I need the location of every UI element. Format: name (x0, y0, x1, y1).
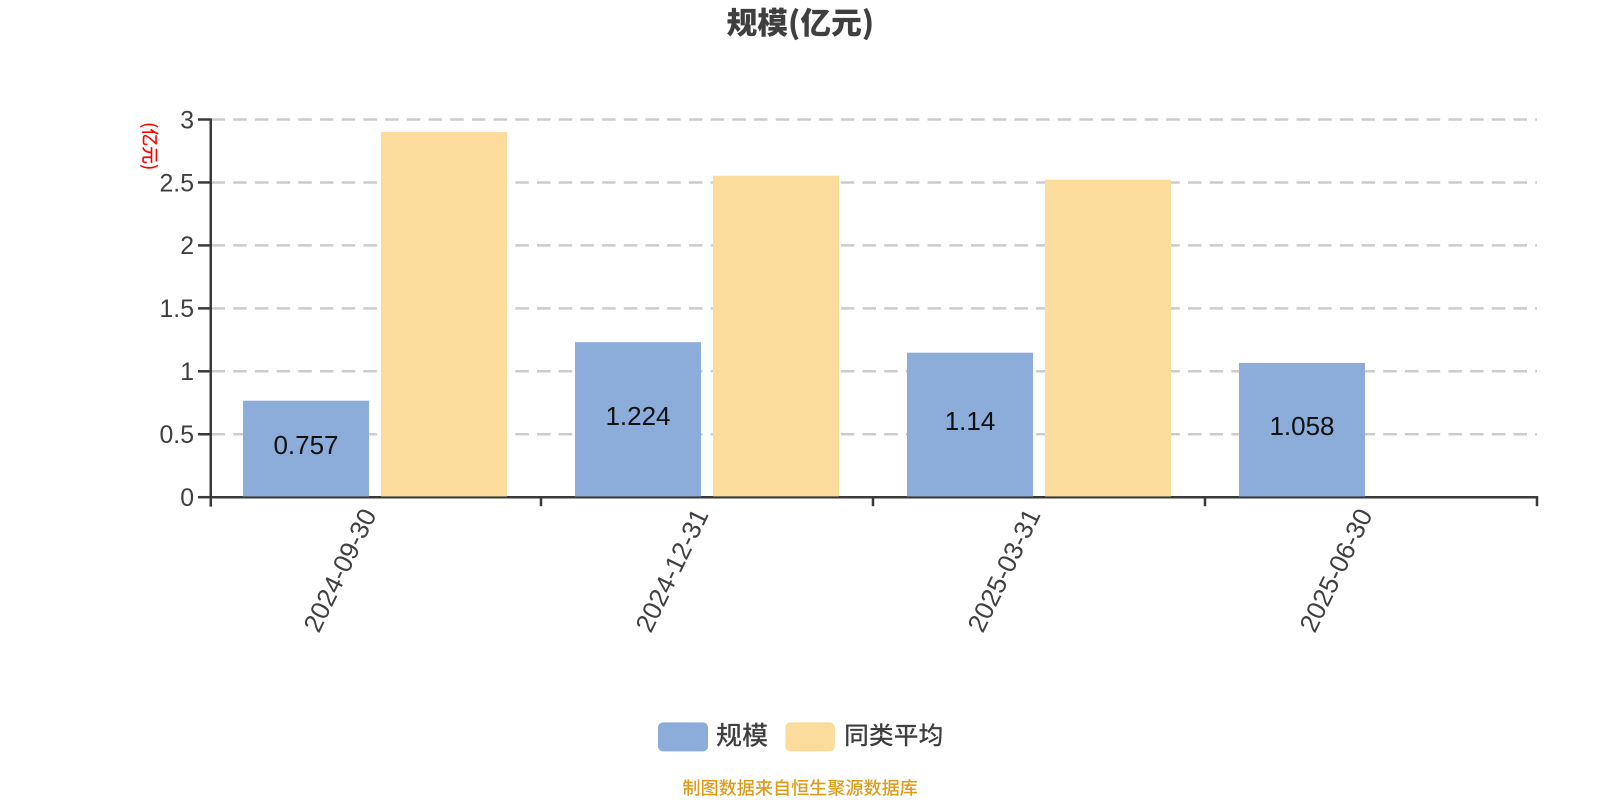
svg-text:1.224: 1.224 (605, 401, 670, 431)
svg-text:1: 1 (180, 359, 194, 386)
svg-text:1.14: 1.14 (945, 406, 996, 436)
svg-text:0: 0 (180, 485, 194, 512)
svg-text:0.5: 0.5 (160, 422, 194, 449)
svg-text:3: 3 (180, 107, 194, 134)
svg-text:2024-09-30: 2024-09-30 (297, 504, 382, 637)
svg-text:2.5: 2.5 (160, 170, 194, 197)
svg-text:2: 2 (180, 233, 194, 260)
svg-text:2025-06-30: 2025-06-30 (1293, 504, 1378, 637)
svg-text:2024-12-31: 2024-12-31 (629, 504, 714, 637)
svg-text:1.5: 1.5 (160, 296, 194, 323)
svg-text:0.757: 0.757 (273, 430, 338, 460)
svg-text:1.058: 1.058 (1269, 411, 1334, 441)
svg-text:2025-03-31: 2025-03-31 (961, 504, 1046, 637)
